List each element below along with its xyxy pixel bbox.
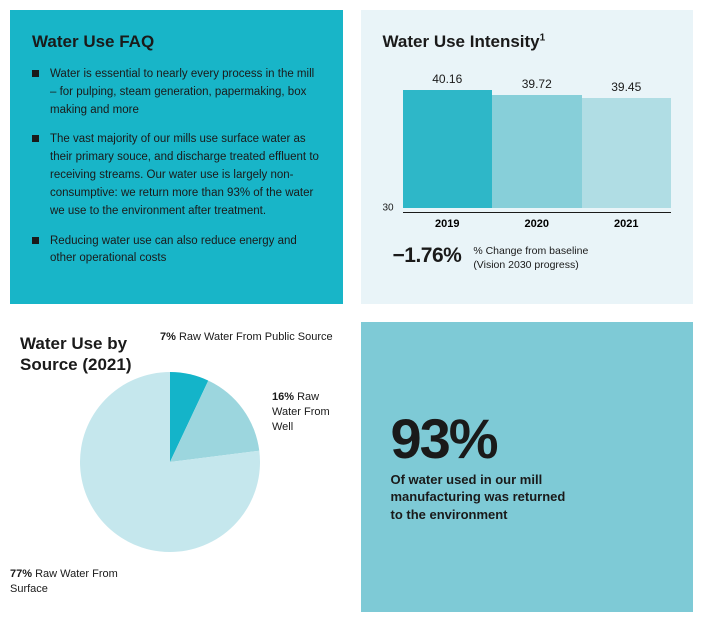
y-axis-min: 30 [383, 203, 394, 214]
faq-title: Water Use FAQ [32, 32, 321, 52]
x-category: 2021 [582, 213, 672, 230]
pie-title: Water Use by Source (2021) [20, 334, 160, 375]
bar-rect [492, 95, 582, 208]
bar-column: 39.72 [492, 77, 582, 208]
faq-list: Water is essential to nearly every proce… [32, 66, 321, 268]
bar-value: 39.72 [492, 77, 582, 91]
faq-bullet: Water is essential to nearly every proce… [32, 66, 321, 119]
change-value: −1.76% [393, 244, 462, 268]
pie-label-public: 7% Raw Water From Public Source [160, 330, 333, 345]
pie-chart [80, 372, 260, 552]
pie-panel: Water Use by Source (2021) 7% Raw Water … [10, 322, 343, 612]
faq-panel: Water Use FAQ Water is essential to near… [10, 10, 343, 304]
bar-column: 40.16 [403, 72, 493, 208]
bar-value: 40.16 [403, 72, 493, 86]
bar-value: 39.45 [582, 80, 672, 94]
bar-rect [582, 98, 672, 208]
x-category: 2019 [403, 213, 493, 230]
bar-chart: 30 40.1639.7239.45 [397, 58, 672, 208]
stat-big-number: 93% [391, 411, 664, 467]
intensity-panel: Water Use Intensity1 30 40.1639.7239.45 … [361, 10, 694, 304]
pie-label-well: 16% Raw Water From Well [272, 390, 342, 435]
change-label: % Change from baseline (Vision 2030 prog… [473, 244, 588, 272]
x-category: 2020 [492, 213, 582, 230]
stat-text: Of water used in our mill manufacturing … [391, 471, 581, 524]
intensity-title: Water Use Intensity1 [383, 32, 672, 52]
faq-bullet: Reducing water use can also reduce energ… [32, 233, 321, 269]
bar-rect [403, 90, 493, 208]
stat-panel: 93% Of water used in our mill manufactur… [361, 322, 694, 612]
change-row: −1.76% % Change from baseline (Vision 20… [393, 244, 672, 272]
bar-column: 39.45 [582, 80, 672, 208]
faq-bullet: The vast majority of our mills use surfa… [32, 131, 321, 220]
pie-label-surface: 77% Raw Water From Surface [10, 567, 120, 597]
x-axis-categories: 201920202021 [403, 212, 672, 230]
